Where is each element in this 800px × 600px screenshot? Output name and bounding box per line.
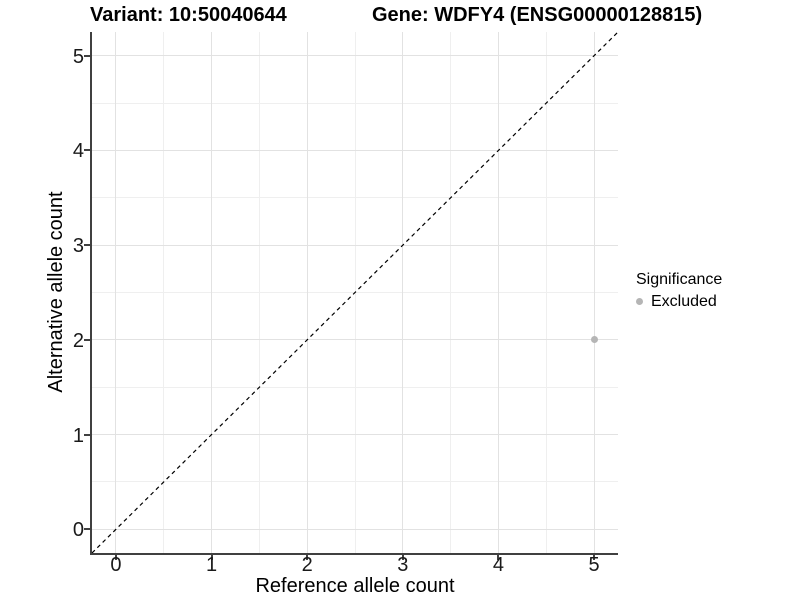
data-point — [590, 336, 598, 344]
y-axis-tick-mark — [84, 244, 90, 247]
x-tick-label: 4 — [492, 554, 505, 576]
y-tick-label: 0 — [72, 519, 84, 542]
legend-point-swatch — [636, 298, 643, 305]
legend: Significance Excluded — [636, 270, 722, 311]
y-tick-label: 2 — [72, 329, 84, 352]
legend-item-excluded: Excluded — [636, 292, 722, 311]
gridline-major-horizontal — [92, 244, 618, 246]
gridline-minor-horizontal — [92, 197, 618, 199]
x-axis-tick-mark — [114, 554, 117, 560]
gridline-major-horizontal — [92, 434, 618, 436]
y-tick-label: 1 — [72, 424, 84, 447]
gridline-major-horizontal — [92, 55, 618, 57]
y-axis-tick-mark — [84, 433, 90, 436]
plot-title-gene: Gene: WDFY4 (ENSG00000128815) — [372, 4, 703, 26]
x-tick-label: 1 — [205, 554, 218, 576]
x-axis-tick-mark — [497, 554, 500, 560]
gridline-major-horizontal — [92, 528, 618, 530]
x-axis-tick-mark — [401, 554, 404, 560]
gridline-minor-horizontal — [92, 102, 618, 104]
x-axis-tick-mark — [210, 554, 213, 560]
y-axis-tick-mark — [84, 149, 90, 152]
x-tick-label: 0 — [110, 554, 122, 576]
identity-line-layer — [92, 32, 618, 553]
x-axis-title: Reference allele count — [255, 575, 455, 597]
gridline-major-vertical — [497, 32, 499, 553]
plot-title-variant: Variant: 10:50040644 — [90, 4, 287, 26]
gridline-minor-horizontal — [92, 386, 618, 388]
gridline-major-vertical — [115, 32, 117, 553]
y-tick-label: 3 — [72, 235, 84, 258]
y-tick-label: 4 — [72, 140, 84, 163]
y-axis-tick-mark — [84, 338, 90, 341]
gridline-minor-horizontal — [92, 481, 618, 483]
gridline-major-vertical — [593, 32, 595, 553]
y-axis-title: Alternative allele count — [45, 191, 67, 393]
gridline-major-vertical — [306, 32, 308, 553]
y-tick-label: 5 — [72, 45, 84, 68]
legend-item-label: Excluded — [651, 293, 717, 310]
gridline-major-vertical — [211, 32, 213, 553]
x-axis-tick-mark — [593, 554, 596, 560]
gridline-major-vertical — [402, 32, 404, 553]
legend-title: Significance — [636, 271, 723, 288]
x-tick-label: 5 — [588, 554, 600, 576]
y-axis-tick-mark — [84, 528, 90, 531]
y-axis-tick-mark — [84, 54, 90, 57]
x-axis-tick-mark — [306, 554, 309, 560]
plot-panel — [90, 32, 618, 555]
x-tick-label: 2 — [301, 554, 313, 576]
gridline-major-horizontal — [92, 149, 618, 151]
gridline-major-horizontal — [92, 339, 618, 341]
identity-dashed-line — [92, 32, 618, 553]
x-tick-label: 3 — [397, 554, 409, 576]
